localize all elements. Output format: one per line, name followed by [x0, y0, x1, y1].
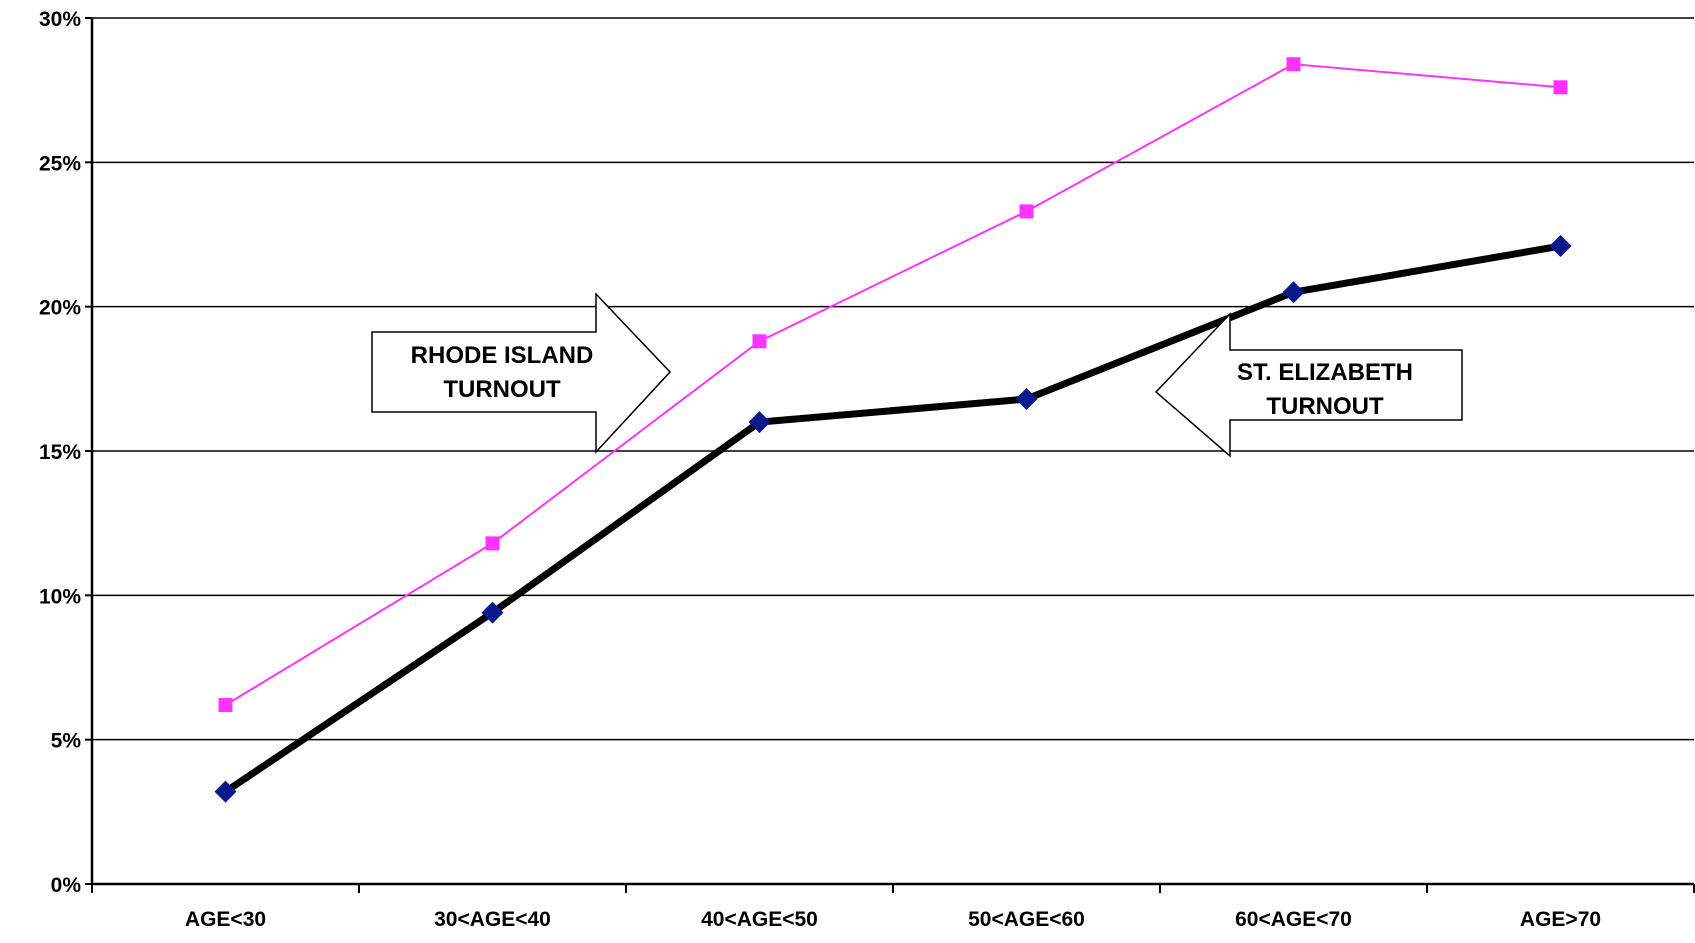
data-point: [481, 601, 504, 624]
callout-st-elizabeth: ST. ELIZABETH TURNOUT: [1154, 312, 1463, 458]
x-tick-label: AGE>70: [1520, 908, 1601, 931]
series-st-elizabeth: [214, 235, 1572, 803]
callout-arrow-left-icon: [1154, 312, 1463, 458]
y-tick-label: 15%: [39, 441, 81, 464]
axes: 0% 5% 10% 15% 20% 25% 30% AGE<30 30<AGE<40 40<AGE…: [39, 8, 1695, 931]
x-tick-label: 60<AGE<70: [1235, 908, 1352, 931]
data-point: [214, 780, 237, 803]
y-tick-label: 0%: [51, 874, 82, 897]
x-tick-label: 30<AGE<40: [434, 908, 551, 931]
x-tick-label: AGE<30: [185, 908, 266, 931]
y-tick-label: 5%: [51, 730, 82, 753]
data-point: [1549, 235, 1572, 258]
data-point: [1019, 204, 1034, 219]
callout-text: RHODE ISLAND: [411, 342, 594, 369]
callout-text: TURNOUT: [1266, 393, 1384, 420]
data-point: [752, 334, 767, 349]
x-tick-label: 50<AGE<60: [968, 908, 1085, 931]
data-point: [748, 411, 771, 434]
callout-arrow-right-icon: [371, 292, 672, 454]
y-tick-label: 10%: [39, 585, 81, 608]
data-point: [1015, 388, 1038, 411]
data-point: [485, 536, 500, 551]
y-tick-label: 20%: [39, 297, 81, 320]
series-line: [223, 242, 1562, 795]
callout-text: TURNOUT: [443, 376, 561, 403]
callout-text: ST. ELIZABETH: [1237, 359, 1413, 386]
data-point: [1553, 80, 1568, 95]
series-rhode-island: [218, 57, 1568, 713]
series-line: [224, 63, 1561, 706]
data-point: [1286, 57, 1301, 72]
series: [214, 57, 1572, 803]
data-point: [218, 698, 233, 713]
y-tick-label: 25%: [39, 152, 81, 175]
x-tick-label: 40<AGE<50: [701, 908, 818, 931]
callout-rhode-island: RHODE ISLAND TURNOUT: [371, 292, 672, 454]
annotations: RHODE ISLAND TURNOUT ST. ELIZABETH TURNOUT: [371, 292, 1463, 458]
y-tick-label: 30%: [39, 8, 81, 31]
data-point: [1282, 281, 1305, 304]
gridlines: [92, 17, 1694, 741]
